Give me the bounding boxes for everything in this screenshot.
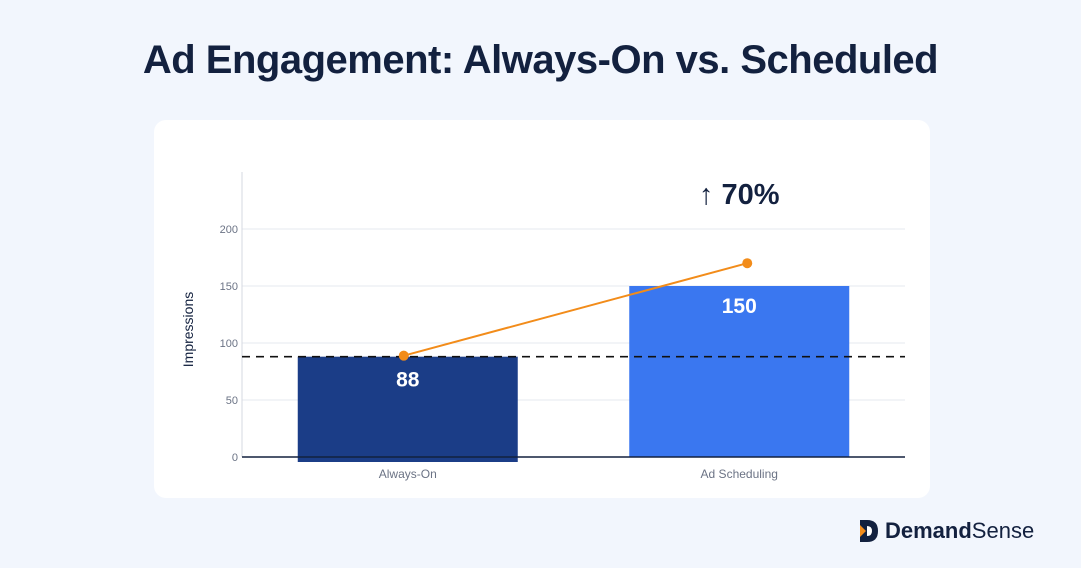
trend-point — [742, 258, 753, 269]
brand-name-regular: Sense — [971, 518, 1035, 543]
x-tick-label: Ad Scheduling — [701, 467, 778, 481]
bar — [629, 286, 850, 457]
page-title: Ad Engagement: Always-On vs. Scheduled — [142, 38, 939, 82]
x-tick-label: Always-On — [379, 467, 437, 481]
y-tick-label: 0 — [232, 452, 238, 464]
bar — [297, 356, 518, 462]
demandsense-logo-icon — [860, 520, 878, 542]
bar-value-label: 150 — [722, 295, 757, 318]
brand-logo: Demand Sense — [858, 516, 1034, 546]
y-tick-label: 100 — [220, 338, 238, 350]
y-axis-title: Impressions — [180, 292, 196, 367]
y-tick-label: 150 — [220, 281, 238, 293]
trend-line — [403, 262, 748, 357]
bar-value-label: 88 — [396, 369, 420, 392]
y-tick-label: 200 — [220, 224, 238, 236]
growth-annotation: ↑ 70% — [699, 179, 780, 211]
trend-point — [398, 350, 409, 361]
bar-chart: 0 50 100 150 200 88 150 Always-On Ad Scheduling I… — [180, 172, 905, 481]
y-tick-label: 50 — [226, 395, 238, 407]
chart-card: 0 50 100 150 200 88 150 Always-On Ad Scheduling I… — [154, 120, 930, 498]
brand-name-bold: Demand — [885, 518, 972, 543]
